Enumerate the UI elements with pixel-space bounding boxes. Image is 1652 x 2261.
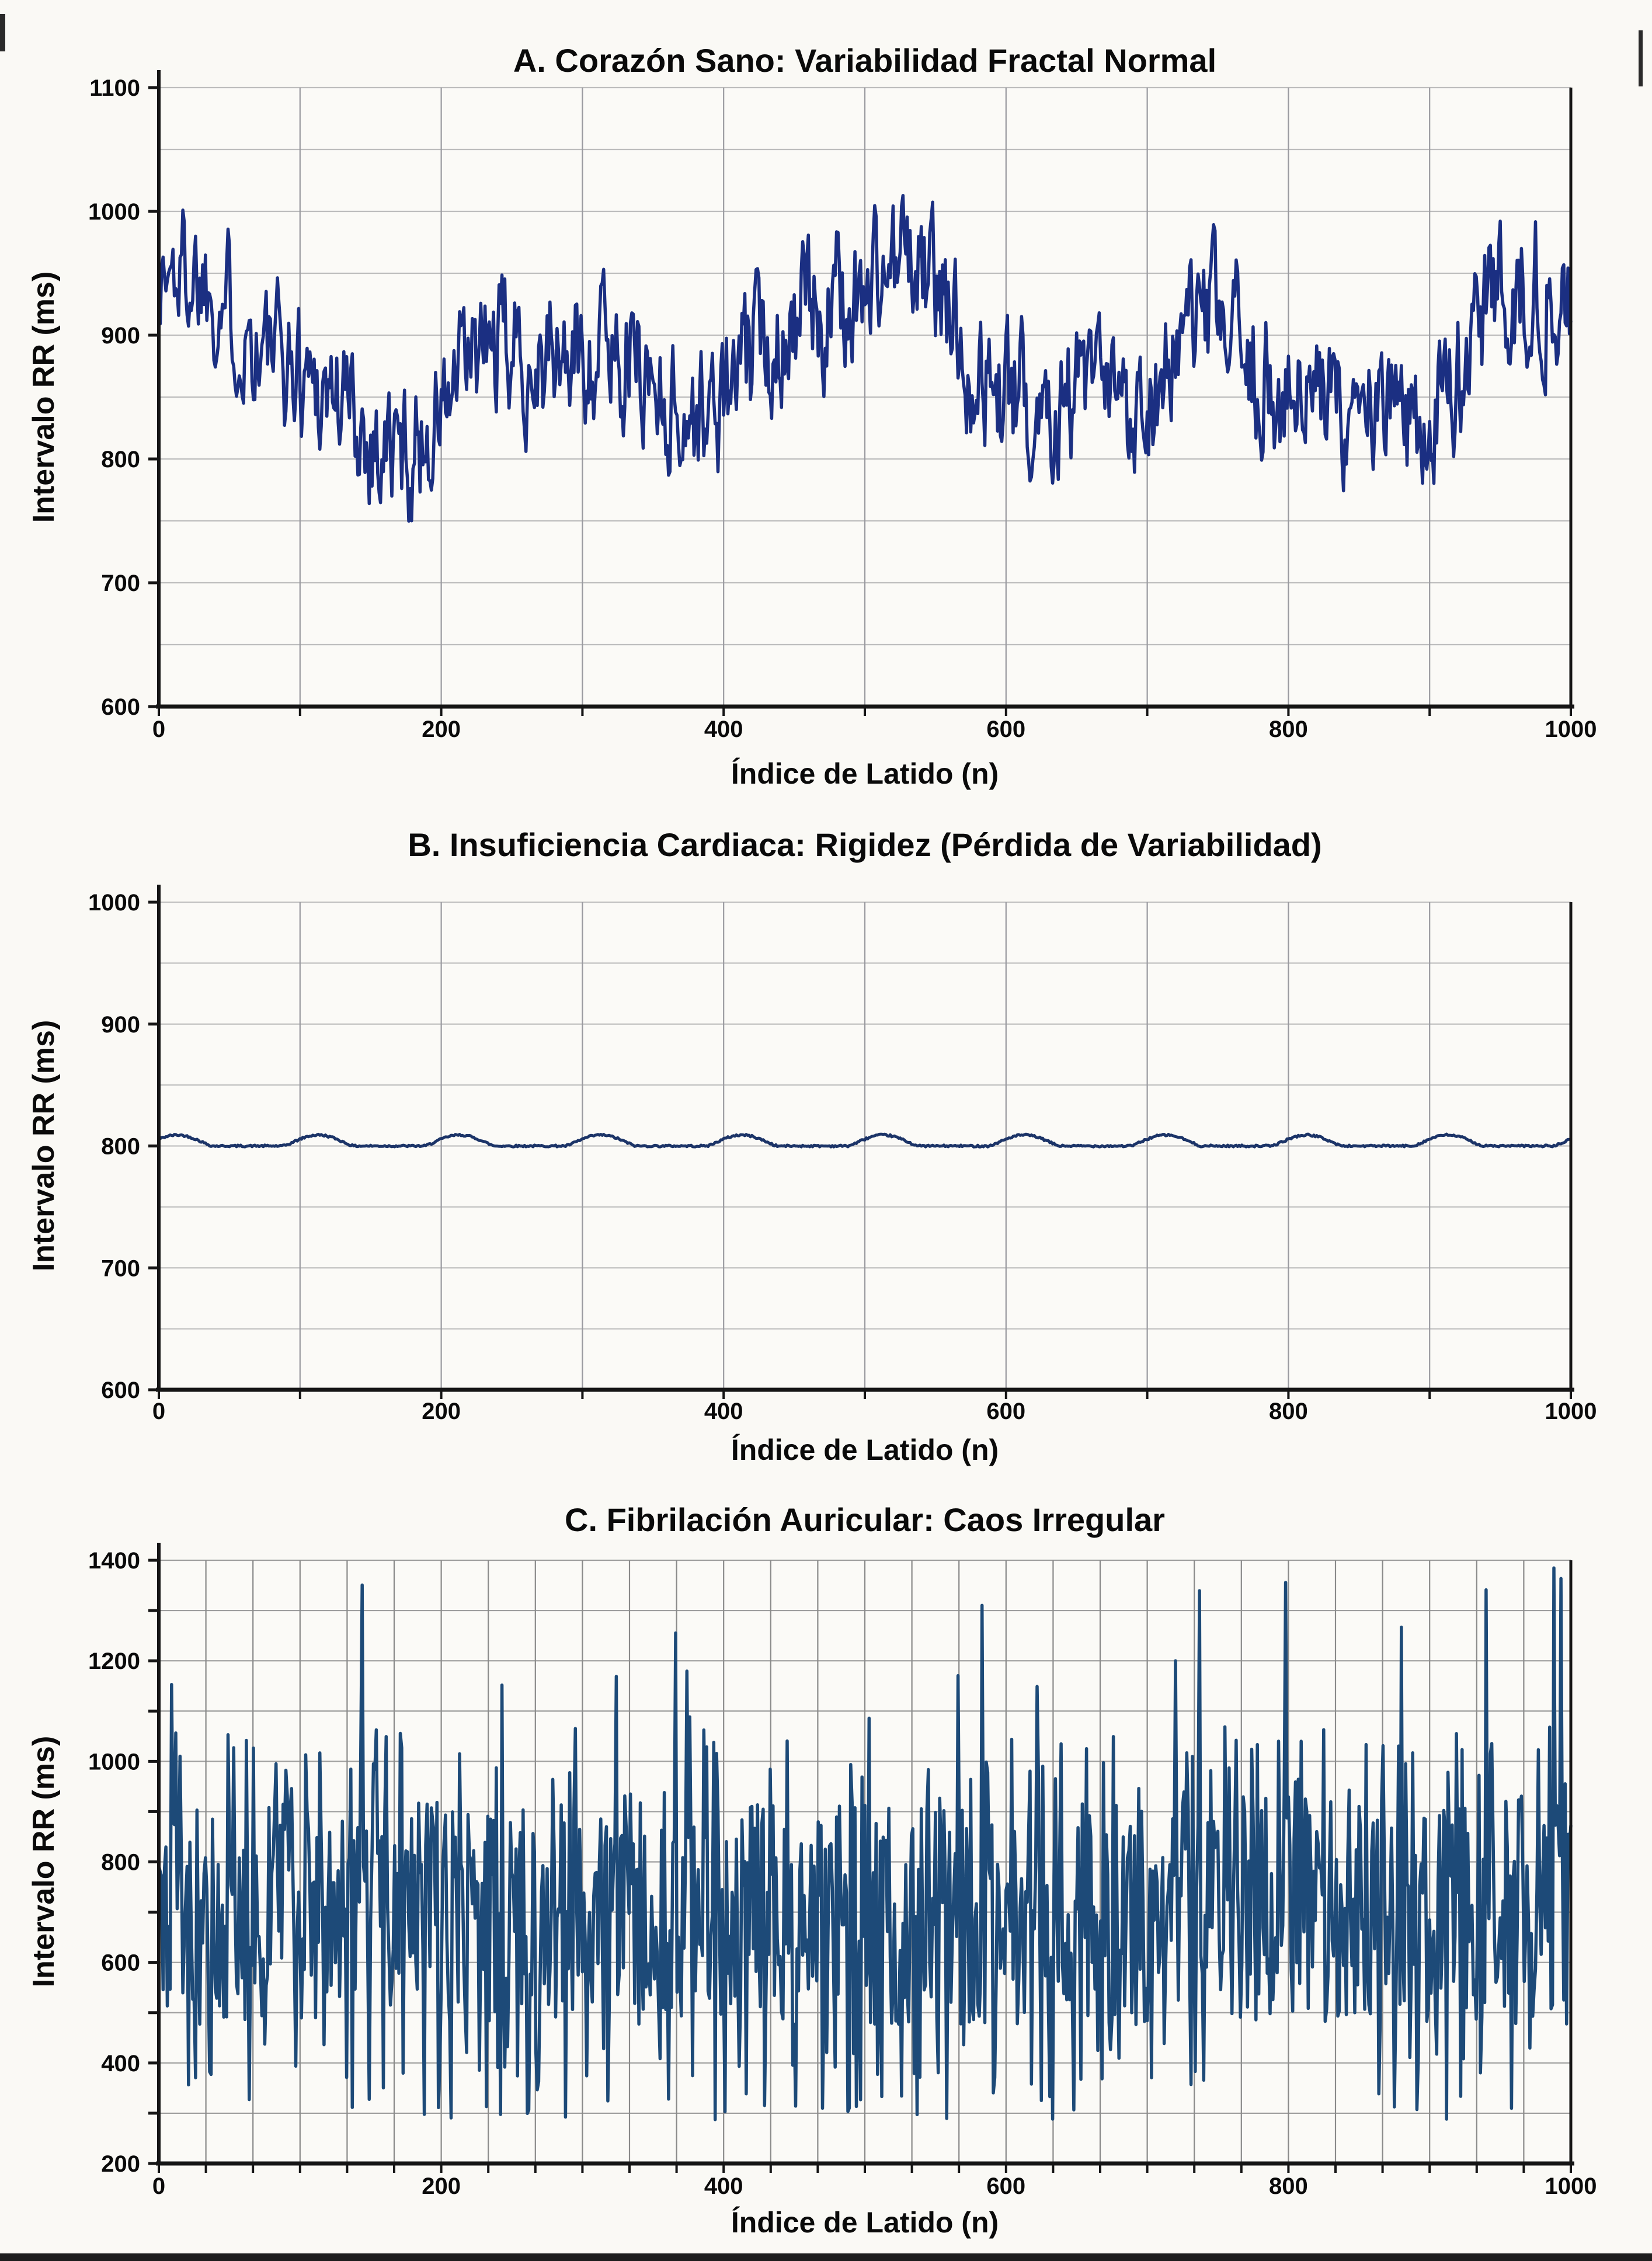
chart-a-title: A. Corazón Sano: Variabilidad Fractal No… [513, 42, 1216, 79]
panel-heart-failure: 600 700 800 900 1000 0 200 400 600 800 1000 B. Ins… [27, 826, 1597, 1466]
scan-edge-top-right [1639, 30, 1643, 86]
panel-healthy-heart: 600 700 800 900 1000 1100 0 200 400 600 800 1000 A.… [27, 42, 1597, 790]
y-tick-label: 1000 [88, 890, 140, 916]
x-tick-label: 0 [152, 2173, 165, 2199]
rr-interval-series-line [157, 194, 1573, 523]
x-tick-label: 400 [704, 2173, 743, 2199]
y-tick-label: 1100 [89, 75, 140, 101]
x-tick-label: 1000 [1545, 716, 1597, 742]
x-tick-label: 1000 [1545, 2173, 1597, 2199]
y-tick-label: 1400 [88, 1548, 140, 1574]
y-tick-label: 1000 [88, 199, 140, 225]
y-tick-label: 200 [101, 2151, 140, 2177]
y-tick-label: 600 [101, 1950, 140, 1976]
x-tick-label: 0 [152, 1399, 165, 1424]
panel-atrial-fibrillation: 200 400 600 800 1000 1200 1400 0 200 400 600 800 100… [27, 1501, 1597, 2239]
scan-edge-bottom [0, 2253, 1652, 2261]
x-tick-label: 800 [1269, 2173, 1308, 2199]
chart-c-ylabel: Intervalo RR (ms) [27, 1736, 61, 1988]
scan-edge-top-left [0, 14, 5, 51]
chart-c-xlabel: Índice de Latido (n) [731, 2206, 999, 2239]
rr-interval-series-line [157, 1132, 1573, 1149]
chart-c-title: C. Fibrilación Auricular: Caos Irregular [565, 1501, 1165, 1538]
x-tick-label: 0 [152, 716, 165, 742]
y-tick-label: 900 [101, 1012, 140, 1038]
x-tick-label: 200 [422, 716, 461, 742]
chart-a-plot-area: 600 700 800 900 1000 1100 0 200 400 600 800 1000 [88, 70, 1597, 742]
y-tick-label: 1000 [88, 1749, 140, 1775]
y-tick-label: 800 [101, 1850, 140, 1876]
y-tick-label: 800 [101, 447, 140, 472]
chart-b-title: B. Insuficiencia Cardiaca: Rigidez (Pérd… [408, 826, 1321, 863]
x-tick-label: 200 [422, 1399, 461, 1424]
y-tick-label: 600 [101, 1378, 140, 1403]
y-tick-label: 600 [101, 694, 140, 720]
x-tick-label: 800 [1269, 716, 1308, 742]
x-tick-label: 800 [1269, 1399, 1308, 1424]
x-tick-label: 1000 [1545, 1399, 1597, 1424]
chart-b-xlabel: Índice de Latido (n) [731, 1434, 999, 1466]
x-tick-label: 400 [704, 1399, 743, 1424]
chart-a-ylabel: Intervalo RR (ms) [27, 272, 61, 523]
x-tick-label: 200 [422, 2173, 461, 2199]
rr-interval-series-line [157, 1566, 1573, 2121]
chart-c-plot-area: 200 400 600 800 1000 1200 1400 0 200 400 600 800 100… [88, 1543, 1597, 2199]
y-tick-label: 800 [101, 1134, 140, 1160]
chart-b-plot-area: 600 700 800 900 1000 0 200 400 600 800 1000 [88, 885, 1597, 1424]
x-tick-label: 600 [986, 716, 1025, 742]
y-tick-label: 400 [101, 2051, 140, 2076]
y-tick-label: 700 [101, 571, 140, 596]
y-tick-label: 700 [101, 1255, 140, 1281]
x-tick-label: 400 [704, 716, 743, 742]
x-tick-label: 600 [986, 1399, 1025, 1424]
chart-a-xlabel: Índice de Latido (n) [731, 757, 999, 790]
y-tick-label: 1200 [88, 1648, 140, 1674]
chart-b-ylabel: Intervalo RR (ms) [27, 1020, 61, 1272]
x-tick-label: 600 [986, 2173, 1025, 2199]
y-tick-label: 900 [101, 323, 140, 349]
